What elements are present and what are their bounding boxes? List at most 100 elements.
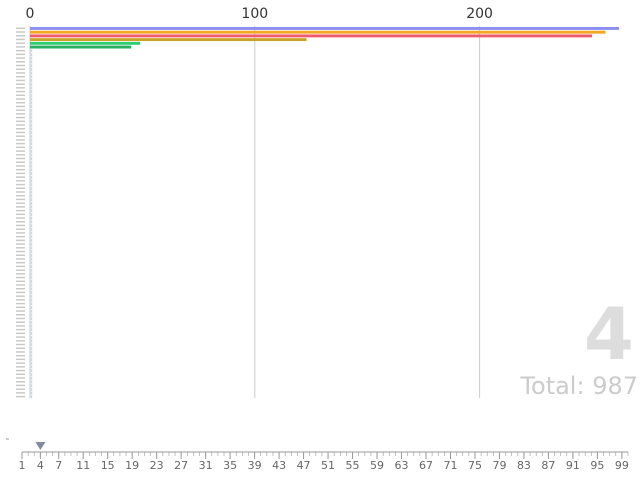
bar-name-label [16, 120, 25, 123]
timeline-tick-label: 1 [19, 459, 26, 472]
bar [30, 209, 33, 213]
bar-name-label [16, 87, 25, 89]
timeline-tick-label: 51 [321, 459, 335, 472]
bar-name-label [16, 351, 25, 353]
bar [30, 328, 33, 332]
bar-name-label [16, 105, 25, 108]
bar-name-label [16, 395, 25, 398]
bar [30, 146, 33, 149]
bar [30, 387, 33, 391]
bar-name-label [16, 295, 25, 297]
bar [30, 67, 33, 71]
bar-name-label [16, 340, 25, 342]
bar-name-label [16, 116, 25, 119]
bar [30, 93, 33, 97]
bar-name-label [16, 206, 25, 208]
bar-name-label [16, 128, 25, 130]
bar-name-label [16, 183, 25, 186]
timeline-tick-label: 31 [199, 459, 213, 472]
bar-name-label [16, 53, 25, 56]
bar [30, 361, 33, 365]
bar [30, 149, 33, 153]
bar [30, 313, 33, 317]
bar [30, 320, 33, 324]
bar-name-label [16, 235, 25, 238]
timeline-tick-label: 11 [76, 459, 90, 472]
timeline-tick-label: 75 [468, 459, 482, 472]
bar [30, 168, 33, 172]
timeline-tick-label: 4 [37, 459, 44, 472]
bar-name-label [16, 310, 25, 312]
bar-name-label [16, 213, 25, 216]
bar-name-label [16, 154, 25, 156]
bar [30, 279, 33, 283]
bar [30, 335, 33, 339]
bar [30, 380, 33, 384]
bar [30, 268, 33, 272]
bar [30, 265, 33, 268]
bar-name-label [16, 31, 25, 33]
bar [30, 105, 33, 109]
bar [30, 343, 33, 347]
timeline-tick-label: 19 [125, 459, 139, 472]
bar [30, 205, 33, 209]
timeline-tick-label: 7 [55, 459, 62, 472]
bar-name-label [16, 284, 25, 286]
bar-name-label [16, 336, 25, 338]
bar [30, 186, 33, 190]
timeline-tick-label: 79 [492, 459, 506, 472]
x-tick-label: 0 [26, 6, 35, 22]
bar [30, 216, 33, 220]
bar-name-label [16, 83, 25, 85]
bar [30, 365, 33, 369]
bar-name-label [16, 317, 25, 320]
bar-name-label [16, 176, 25, 178]
timeline-tick-label: 87 [541, 459, 555, 472]
bar-name-label [16, 258, 25, 260]
bar [30, 172, 33, 175]
bar-name-label [16, 131, 25, 134]
bar-name-label [16, 224, 25, 227]
bar [30, 358, 33, 361]
bar-name-label [16, 146, 25, 149]
bar [30, 242, 33, 246]
bar-name-label [16, 380, 25, 383]
bar-name-label [16, 217, 25, 219]
bar-name-label [16, 265, 25, 268]
bar-name-label [16, 269, 25, 271]
bar [30, 239, 33, 242]
bar-name-label [16, 27, 25, 30]
bar-name-label [16, 168, 25, 171]
bar-name-label [16, 172, 25, 175]
bar-name-label [16, 165, 25, 167]
bar [30, 194, 33, 198]
bar [30, 134, 33, 138]
bar [30, 64, 33, 68]
bar-name-label [16, 157, 25, 160]
bar [30, 97, 33, 101]
bar-name-label [16, 287, 25, 290]
timeline-tick-label: 71 [443, 459, 457, 472]
bar-name-label [16, 180, 25, 182]
bar [30, 142, 33, 146]
bar [30, 213, 33, 216]
bar [30, 272, 33, 276]
bar [30, 108, 33, 112]
bar-name-label [16, 109, 25, 111]
bar-name-label [16, 150, 25, 152]
bar-name-label [16, 299, 25, 301]
bar [30, 306, 33, 309]
timeline-tick-label: 15 [101, 459, 115, 472]
bar [30, 220, 33, 224]
bar [30, 175, 33, 179]
timeline-tick-label: 91 [566, 459, 580, 472]
bar [30, 324, 33, 328]
timeline-tick-label: 55 [346, 459, 360, 472]
bar [30, 287, 33, 291]
bar [30, 302, 33, 306]
timeline-handle[interactable] [35, 442, 46, 450]
bar [30, 41, 141, 45]
bar-name-label [16, 291, 25, 294]
timeline-tick-label: 39 [248, 459, 262, 472]
bar [30, 369, 33, 373]
